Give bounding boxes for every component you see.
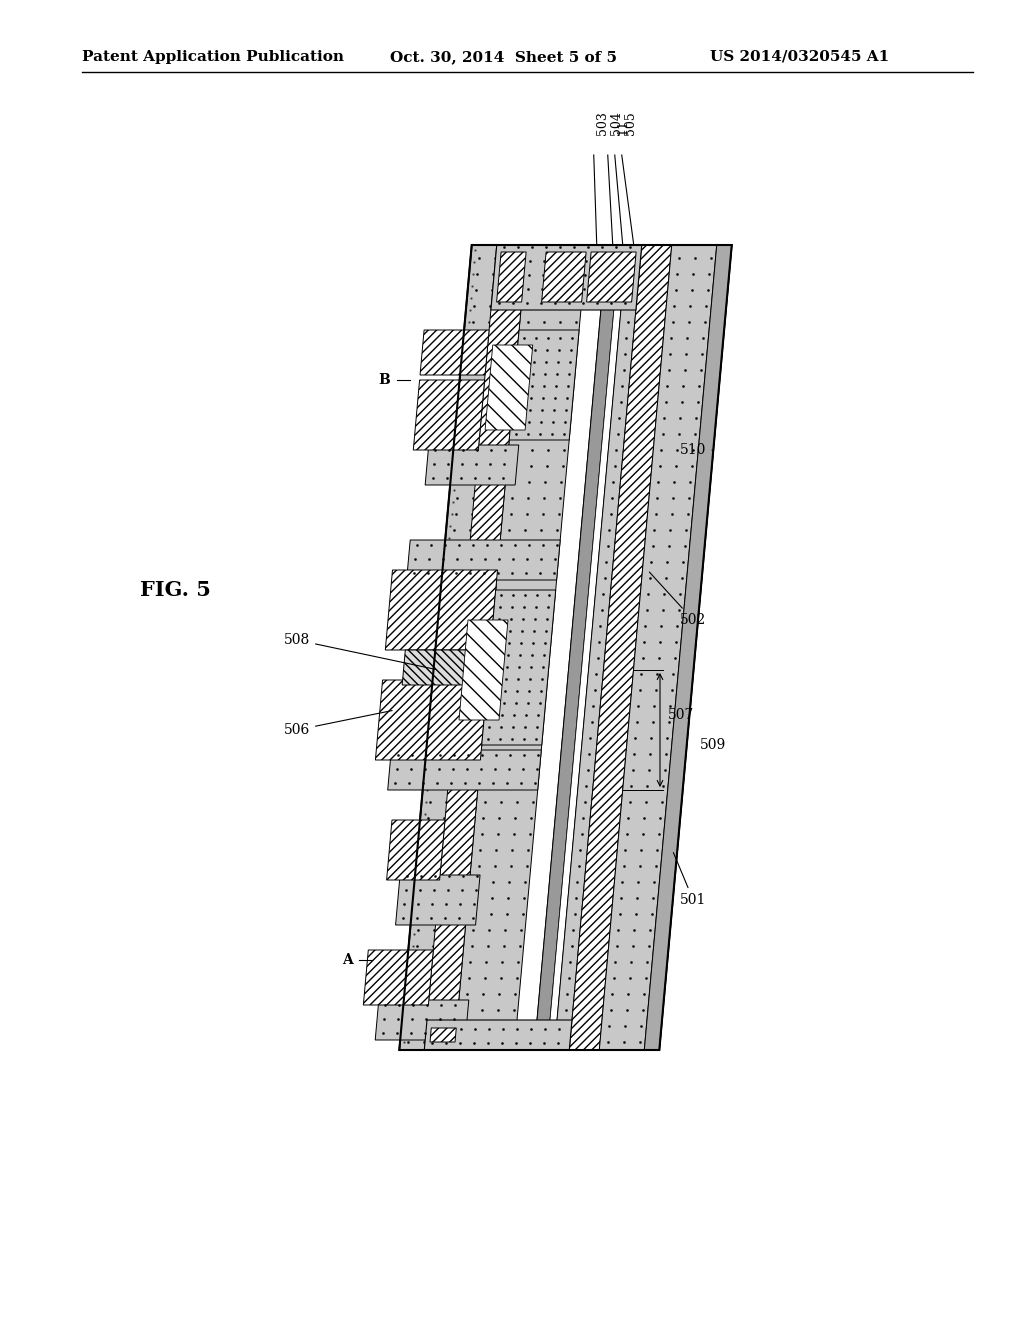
Polygon shape [497, 252, 526, 302]
Polygon shape [399, 246, 732, 1049]
Polygon shape [388, 750, 542, 789]
Text: US 2014/0320545 A1: US 2014/0320545 A1 [710, 50, 889, 63]
Polygon shape [414, 380, 484, 450]
Text: 504: 504 [609, 111, 623, 135]
Polygon shape [424, 246, 526, 1049]
Polygon shape [485, 345, 532, 430]
Polygon shape [569, 246, 672, 1049]
Polygon shape [385, 570, 498, 649]
Polygon shape [599, 246, 717, 1049]
Polygon shape [481, 590, 556, 744]
Text: 11: 11 [616, 119, 630, 135]
Polygon shape [535, 246, 620, 1049]
Polygon shape [395, 875, 480, 925]
Text: Patent Application Publication: Patent Application Publication [82, 50, 344, 63]
Polygon shape [644, 246, 732, 1049]
Polygon shape [387, 820, 445, 880]
Polygon shape [547, 246, 627, 1049]
Polygon shape [554, 246, 642, 1049]
Polygon shape [420, 330, 489, 375]
Text: 501: 501 [674, 853, 707, 907]
Polygon shape [375, 1001, 469, 1040]
Text: 506: 506 [284, 710, 392, 737]
Polygon shape [542, 252, 586, 302]
Text: 510: 510 [680, 444, 714, 457]
Polygon shape [455, 246, 642, 1049]
Text: 502: 502 [649, 572, 707, 627]
Polygon shape [402, 649, 510, 685]
Text: A: A [342, 953, 352, 968]
Text: FIG. 5: FIG. 5 [139, 579, 211, 601]
Polygon shape [514, 246, 607, 1049]
Text: Oct. 30, 2014  Sheet 5 of 5: Oct. 30, 2014 Sheet 5 of 5 [390, 50, 617, 63]
Text: B: B [378, 374, 389, 387]
Polygon shape [459, 620, 508, 719]
Text: 503: 503 [596, 111, 608, 135]
Polygon shape [425, 445, 519, 484]
Polygon shape [407, 540, 560, 579]
Polygon shape [424, 1020, 572, 1049]
Text: 508: 508 [284, 634, 436, 669]
Text: 505: 505 [624, 111, 637, 135]
Polygon shape [509, 330, 580, 440]
Polygon shape [376, 680, 487, 760]
Polygon shape [430, 1028, 457, 1041]
Polygon shape [364, 950, 433, 1005]
Polygon shape [490, 246, 642, 310]
Text: 507: 507 [668, 708, 694, 722]
Polygon shape [587, 252, 636, 302]
Text: 509: 509 [700, 738, 726, 752]
